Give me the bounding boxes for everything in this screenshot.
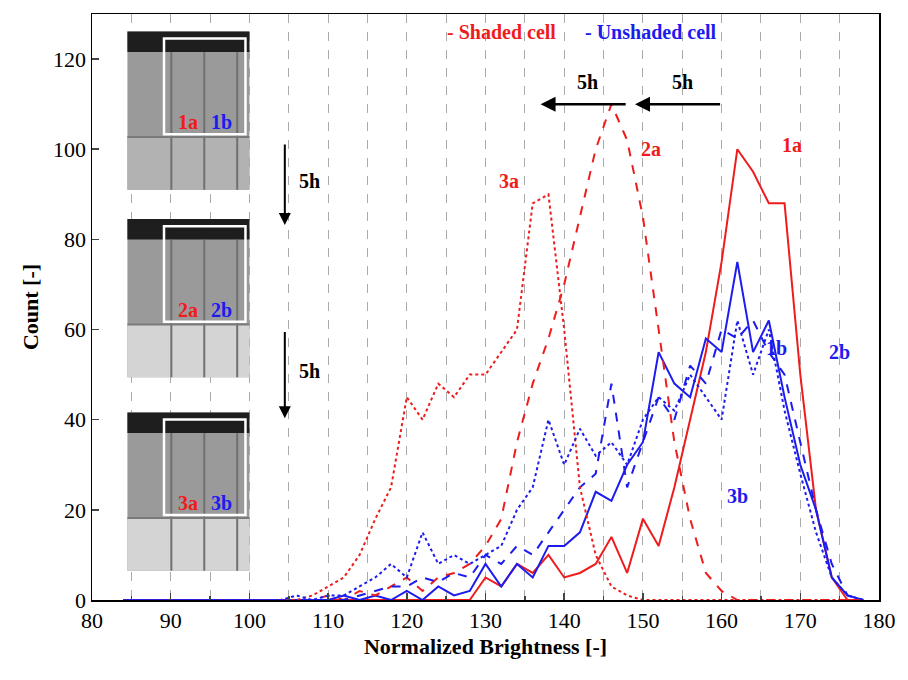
svg-text:120: 120	[53, 47, 86, 72]
svg-text:Count [-]: Count [-]	[18, 264, 43, 350]
svg-text:20: 20	[64, 498, 86, 523]
svg-text:3a: 3a	[499, 170, 519, 192]
svg-text:2a: 2a	[641, 138, 661, 160]
svg-text:80: 80	[81, 608, 103, 633]
svg-text:5h: 5h	[672, 71, 693, 93]
svg-text:160: 160	[705, 608, 738, 633]
svg-text:5h: 5h	[299, 360, 320, 382]
svg-text:170: 170	[784, 608, 817, 633]
svg-text:2a: 2a	[178, 299, 198, 321]
svg-text:0: 0	[75, 588, 86, 613]
svg-text:Normalized Brightness [-]: Normalized Brightness [-]	[364, 634, 607, 659]
svg-text:100: 100	[53, 137, 86, 162]
svg-text:40: 40	[64, 407, 86, 432]
svg-text:3a: 3a	[178, 492, 198, 514]
svg-text:5h: 5h	[577, 71, 598, 93]
svg-text:3b: 3b	[211, 492, 232, 514]
svg-text:130: 130	[469, 608, 502, 633]
svg-text:1a: 1a	[782, 134, 802, 156]
svg-text:80: 80	[64, 227, 86, 252]
svg-text:5h: 5h	[299, 170, 320, 192]
svg-text:1b: 1b	[766, 337, 787, 359]
svg-text:- Shaded cell: - Shaded cell	[447, 21, 556, 43]
svg-text:110: 110	[312, 608, 344, 633]
svg-text:100: 100	[233, 608, 266, 633]
svg-text:150: 150	[626, 608, 659, 633]
svg-text:180: 180	[863, 608, 896, 633]
svg-text:120: 120	[390, 608, 423, 633]
svg-text:1a: 1a	[178, 111, 198, 133]
svg-text:140: 140	[548, 608, 581, 633]
svg-text:1b: 1b	[211, 111, 232, 133]
svg-text:2b: 2b	[829, 341, 850, 363]
svg-text:60: 60	[64, 317, 86, 342]
svg-text:3b: 3b	[727, 485, 748, 507]
svg-text:2b: 2b	[211, 299, 232, 321]
svg-text:- Unshaded cell: - Unshaded cell	[585, 21, 717, 43]
svg-text:90: 90	[160, 608, 182, 633]
